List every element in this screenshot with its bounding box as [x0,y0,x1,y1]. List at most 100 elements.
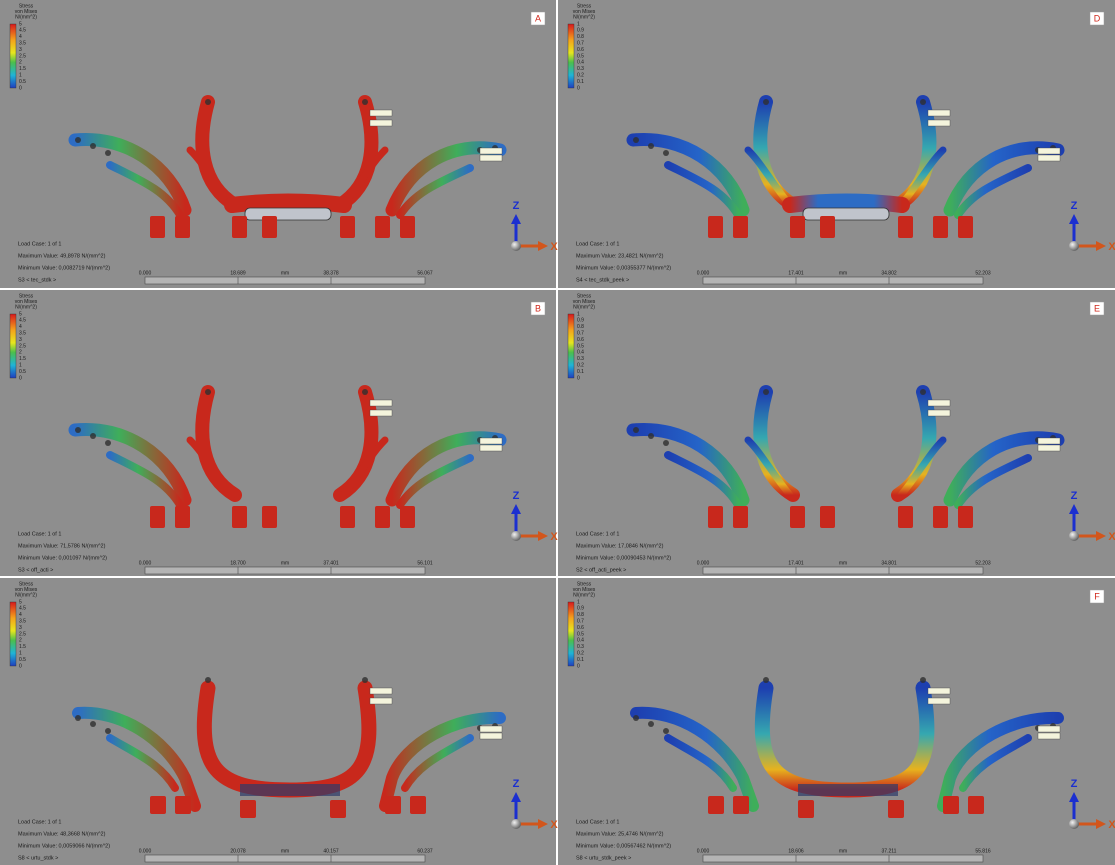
foot [175,796,191,814]
foot [410,796,426,814]
legend-tick: 0.8 [577,34,584,40]
mount-hole [105,150,111,156]
page: {"legend_title": ["Stress", "von Mises",… [0,0,1115,865]
legend-tick: 0.1 [577,657,584,663]
result-info: S8 < urtu_stdk_peek > [576,855,631,861]
result-info: S4 < tec_stdk_peek > [576,277,629,283]
x-label: X [1108,241,1115,253]
legend-tick: 1.5 [19,644,26,650]
color-bar [10,314,16,378]
probe-tag [480,726,502,732]
legend-tick: 2 [19,60,22,66]
foot [943,796,959,814]
origin-ball [511,819,521,829]
mount-hole [205,389,211,395]
mount-hole [763,389,769,395]
legend-tick: 0.7 [577,619,584,625]
x-label: X [550,531,558,543]
result-panel: Stressvon MisesN/(mm^2)10.90.80.70.60.50… [558,290,1115,576]
probe-tag [480,148,502,154]
foot [820,506,835,528]
legend-tick: 0 [19,375,22,381]
legend-tick: 1 [577,311,580,317]
scale-label: 0.000 [697,848,710,854]
panel-letter: E [1094,303,1100,313]
color-bar [568,24,574,88]
foot [733,506,748,528]
scale-label: 17.401 [788,270,804,276]
legend-tick: 0.3 [577,356,584,362]
color-bar [10,24,16,88]
scale-label: 40.157 [323,848,339,854]
foot [933,506,948,528]
legend-tick: 0.1 [577,79,584,85]
legend-tick: 0.9 [577,28,584,34]
legend-tick: 0.9 [577,318,584,324]
scale-bar [703,567,983,574]
scale-label: 0.000 [697,560,710,566]
scale-label: 37.401 [323,560,339,566]
legend-tick: 0 [577,85,580,91]
legend-tick: 0.2 [577,363,584,369]
legend-tick: 0.4 [577,638,584,644]
mount-hole [648,721,654,727]
legend-tick: 0.8 [577,612,584,618]
legend-tick: 0 [19,85,22,91]
panel-letter: D [1094,13,1101,23]
scale-label: 34.801 [881,560,897,566]
panel-letter: A [535,13,541,23]
mount-hole [663,728,669,734]
foot [820,216,835,238]
result-info: S3 < off_acti > [18,567,53,573]
foot [798,800,814,818]
mount-hole [663,440,669,446]
probe-tag [1038,733,1060,739]
probe-tag [480,445,502,451]
scale-label: 18.689 [230,270,246,276]
probe-tag [928,110,950,116]
probe-tag [928,688,950,694]
probe-tag [370,410,392,416]
foot [888,800,904,818]
panel-letter: F [1094,591,1100,601]
origin-ball [511,531,521,541]
result-info: Load Case: 1 of 1 [576,241,619,247]
legend-tick: 0.3 [577,66,584,72]
mount-hole [90,721,96,727]
probe-tag [1038,155,1060,161]
result-info: Load Case: 1 of 1 [18,819,61,825]
result-info: Load Case: 1 of 1 [576,531,619,537]
legend-title: N/(mm^2) [573,304,595,310]
legend-tick: 4.5 [19,606,26,612]
foot [790,216,805,238]
legend-tick: 3.5 [19,41,26,47]
legend-tick: 1 [19,651,22,657]
legend-tick: 2.5 [19,631,26,637]
foot [733,796,749,814]
foot [175,506,190,528]
legend-tick: 0.5 [19,79,26,85]
foot [790,506,805,528]
z-label: Z [513,200,520,212]
foot [330,800,346,818]
legend-tick: 0.5 [577,631,584,637]
legend-tick: 3.5 [19,619,26,625]
result-info: Maximum Value: 49,8978 N/(mm^2) [18,253,106,259]
mount-hole [105,440,111,446]
z-label: Z [513,778,520,790]
legend-tick: 0 [577,375,580,381]
legend-tick: 0.5 [19,369,26,375]
result-info: Maximum Value: 25,4746 N/(mm^2) [576,831,664,837]
foot [708,216,723,238]
foot [150,796,166,814]
x-label: X [550,241,558,253]
result-info: Maximum Value: 17,0846 N/(mm^2) [576,543,664,549]
foot [708,506,723,528]
foot [232,216,247,238]
origin-ball [1069,819,1079,829]
result-info: S8 < urtu_stdk > [18,855,58,861]
legend-tick: 3 [19,625,22,631]
legend-tick: 5 [19,599,22,605]
probe-tag [1038,438,1060,444]
